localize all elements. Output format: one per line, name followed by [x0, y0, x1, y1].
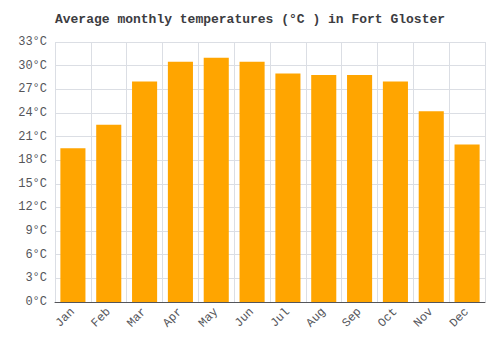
svg-text:Nov: Nov	[411, 305, 436, 330]
svg-text:27°C: 27°C	[18, 82, 47, 96]
svg-text:Mar: Mar	[124, 305, 149, 330]
svg-text:3°C: 3°C	[25, 271, 47, 285]
svg-text:Oct: Oct	[375, 305, 400, 330]
svg-text:Feb: Feb	[89, 305, 114, 330]
svg-text:12°C: 12°C	[18, 200, 47, 214]
svg-text:Sep: Sep	[339, 305, 364, 330]
svg-text:Apr: Apr	[160, 305, 185, 330]
svg-text:Jan: Jan	[53, 305, 78, 330]
svg-text:18°C: 18°C	[18, 153, 47, 167]
svg-text:0°C: 0°C	[25, 295, 47, 309]
svg-text:Average monthly temperatures (: Average monthly temperatures (°C ) in Fo…	[55, 12, 445, 27]
svg-text:33°C: 33°C	[18, 35, 47, 49]
svg-text:21°C: 21°C	[18, 130, 47, 144]
svg-text:24°C: 24°C	[18, 106, 47, 120]
svg-text:30°C: 30°C	[18, 59, 47, 73]
svg-text:Jun: Jun	[232, 305, 257, 330]
svg-text:9°C: 9°C	[25, 224, 47, 238]
svg-text:May: May	[196, 305, 221, 330]
svg-text:Aug: Aug	[304, 305, 329, 330]
svg-text:Jul: Jul	[268, 305, 293, 330]
svg-text:15°C: 15°C	[18, 177, 47, 191]
svg-text:6°C: 6°C	[25, 248, 47, 262]
svg-text:Dec: Dec	[447, 305, 472, 330]
